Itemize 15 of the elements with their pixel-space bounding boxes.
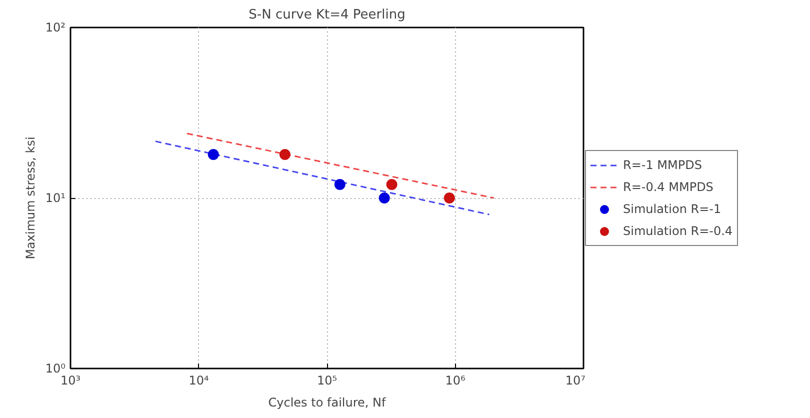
y-tick-label: 10¹ bbox=[45, 191, 66, 205]
x-tick-label: 10⁷ bbox=[565, 374, 586, 388]
y-tick-label: 10² bbox=[45, 20, 66, 34]
legend-label: R=-0.4 MMPDS bbox=[623, 180, 714, 194]
y-axis-title: Maximum stress, ksi bbox=[23, 136, 38, 260]
y-tick-label: 10⁰ bbox=[45, 362, 66, 376]
x-tick-label: 10⁶ bbox=[445, 374, 466, 388]
legend-label: R=-1 MMPDS bbox=[623, 158, 702, 172]
legend-label: Simulation R=-0.4 bbox=[623, 224, 733, 238]
legend-label: Simulation R=-1 bbox=[623, 202, 722, 216]
x-axis-title: Cycles to failure, Nf bbox=[268, 396, 387, 410]
x-tick-label: 10³ bbox=[60, 374, 81, 388]
x-tick-label: 10⁵ bbox=[316, 374, 338, 388]
x-tick-label: 10⁴ bbox=[188, 374, 209, 388]
chart-title: S-N curve Kt=4 Peerling bbox=[248, 8, 406, 22]
